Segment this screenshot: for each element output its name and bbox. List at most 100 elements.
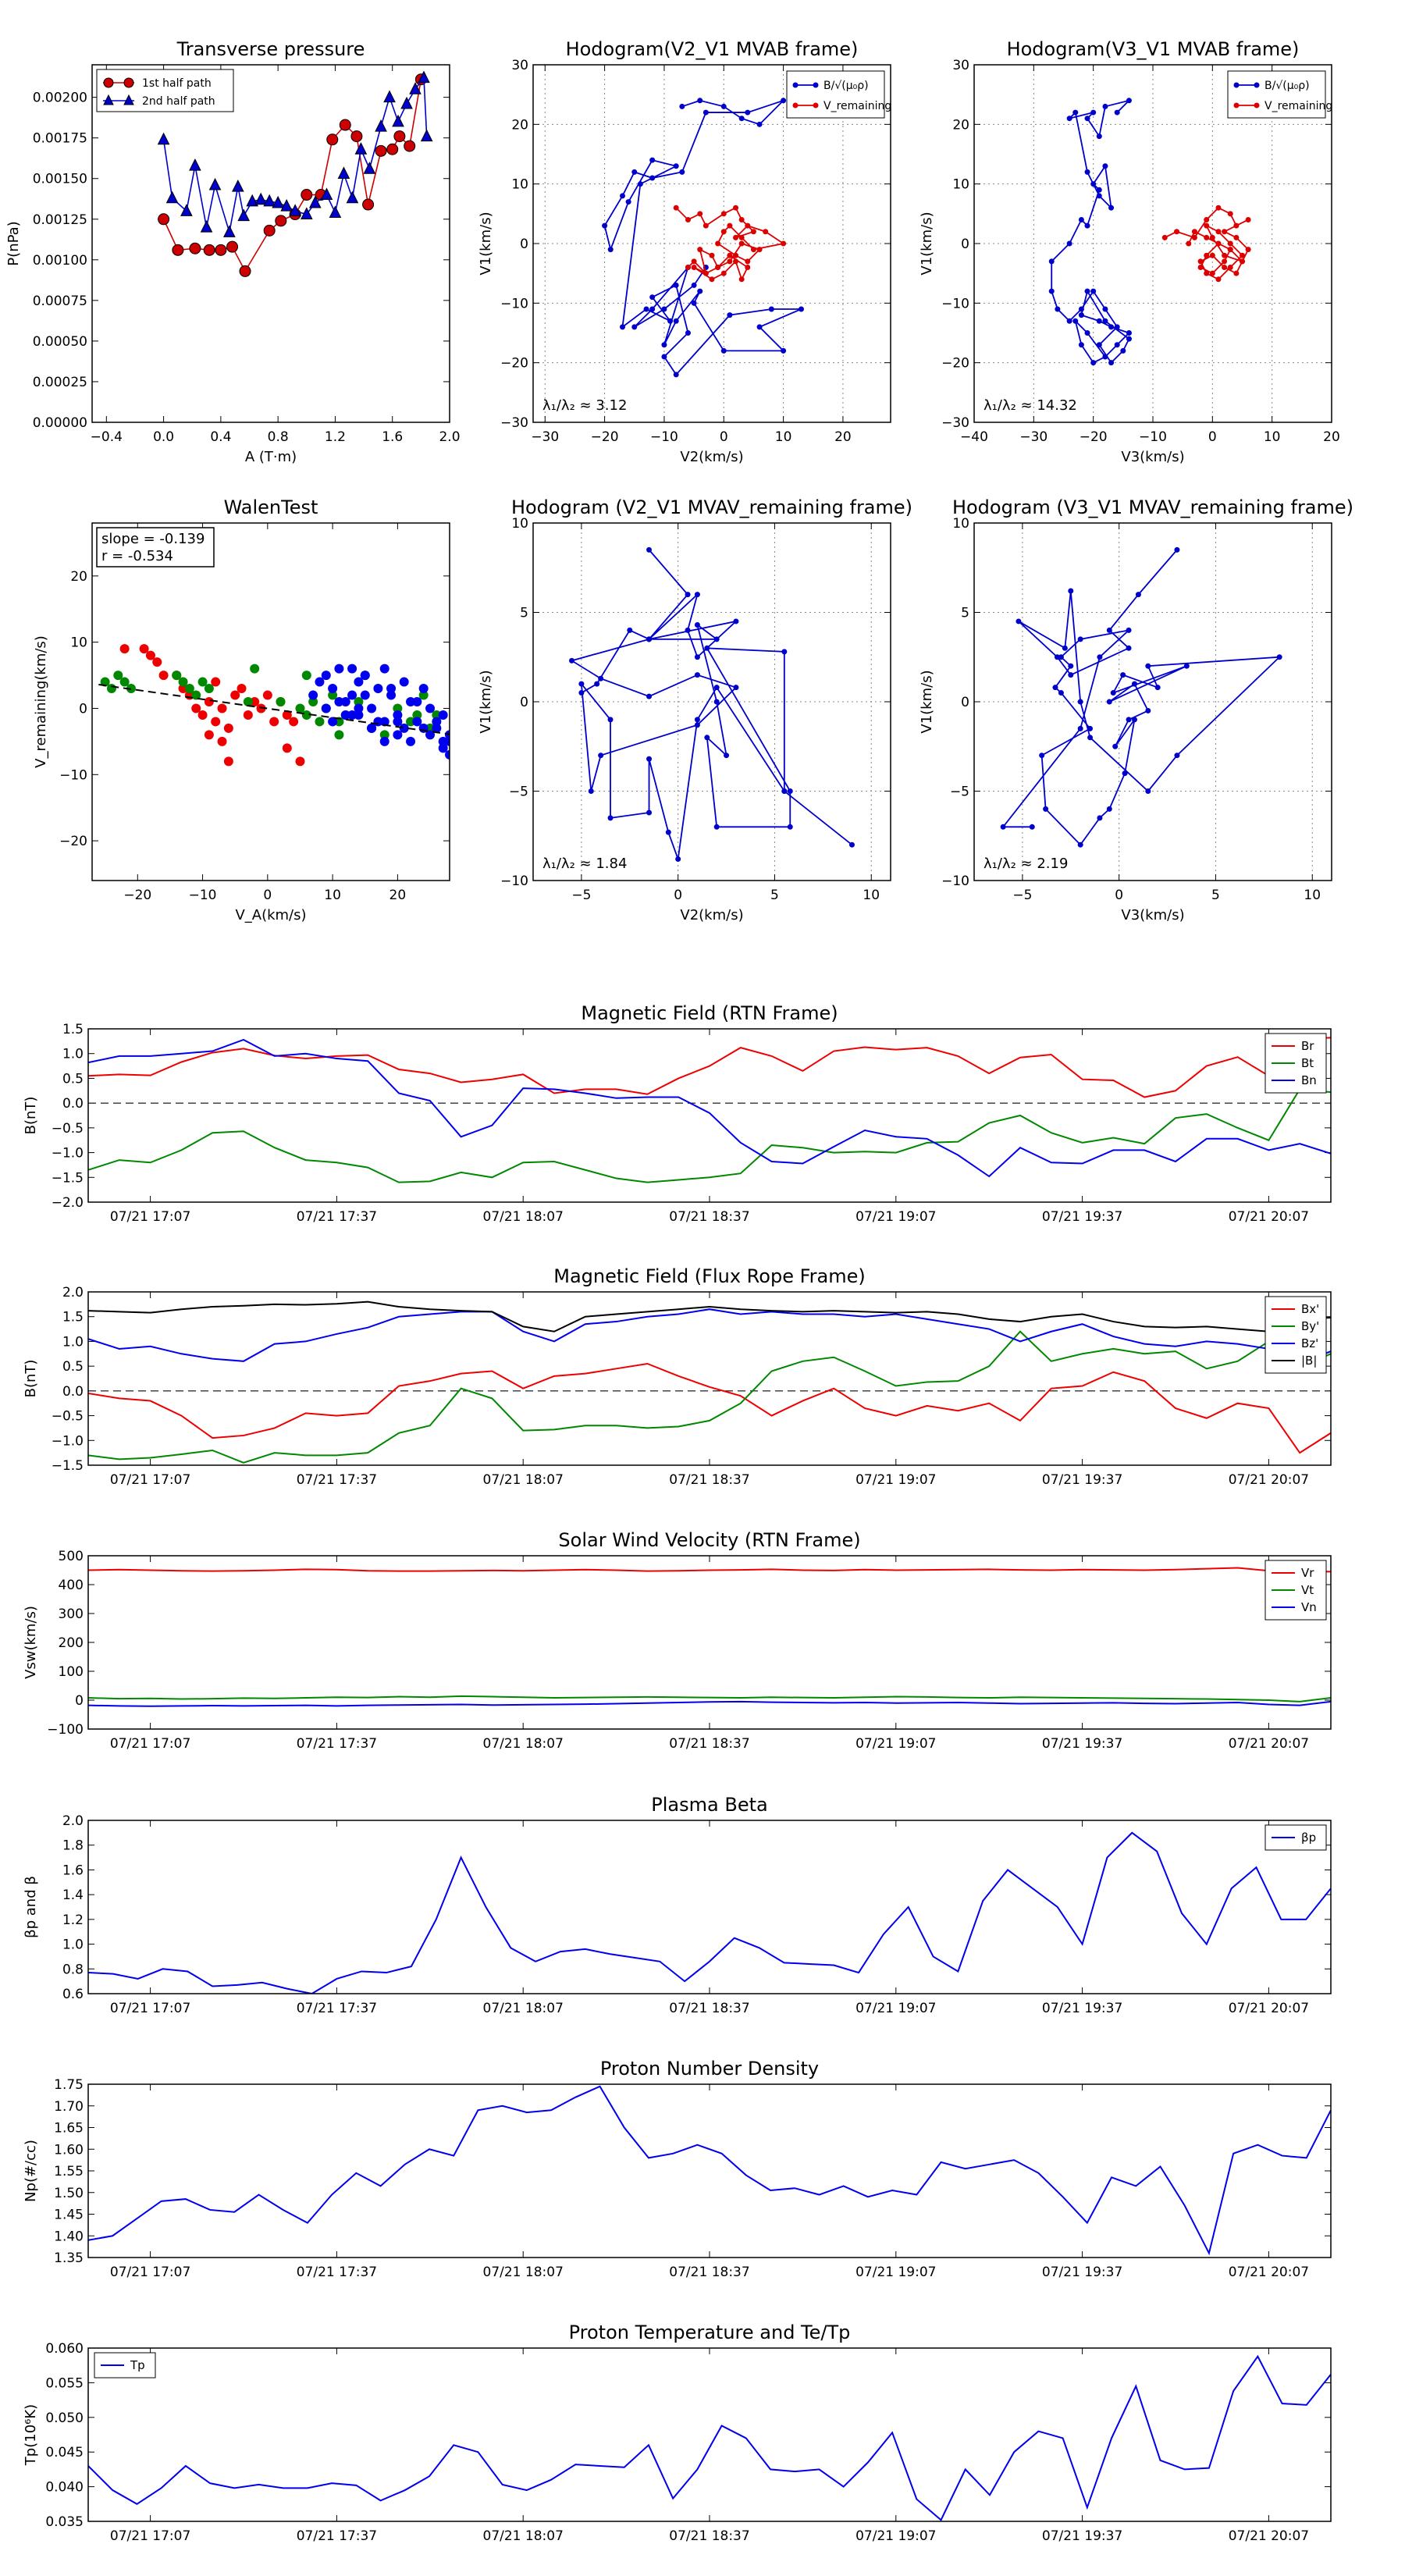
data-point <box>733 685 739 691</box>
data-point <box>1126 336 1132 342</box>
data-point <box>661 306 667 312</box>
x-tick-label: 07/21 18:07 <box>483 2528 564 2544</box>
data-point <box>738 276 745 283</box>
y-tick-label: −5 <box>950 785 969 800</box>
data-point <box>1090 288 1097 294</box>
x-tick-label: 07/21 17:07 <box>110 1472 190 1488</box>
data-point <box>1077 841 1083 848</box>
data-point <box>393 730 403 740</box>
data-point <box>1114 109 1120 116</box>
y-tick-label: 0.00075 <box>33 294 87 309</box>
y-tick-label: 0.00100 <box>33 253 87 269</box>
panel-title: Hodogram (V3_V1 MVAV_remaining frame) <box>952 496 1353 518</box>
x-tick-label: 07/21 17:07 <box>110 1209 190 1225</box>
y-tick-label: 1.8 <box>62 1838 84 1854</box>
y-tick-label: 400 <box>59 1578 84 1593</box>
data-point <box>715 240 721 247</box>
data-point <box>704 645 710 651</box>
data-point <box>418 690 429 700</box>
data-point <box>1191 234 1197 240</box>
data-point <box>1087 735 1094 741</box>
data-point <box>1233 222 1240 229</box>
y-tick-label: −10 <box>941 873 969 889</box>
plot-frame <box>87 2083 1332 2258</box>
data-point <box>119 677 130 687</box>
x-tick-label: 20 <box>389 888 407 903</box>
series-line <box>1051 99 1132 365</box>
y-tick-label: 100 <box>59 1664 84 1680</box>
data-point <box>1227 265 1233 271</box>
data-point <box>1114 324 1120 330</box>
y-tick-label: 1.6 <box>62 1863 84 1878</box>
data-point <box>383 90 396 103</box>
data-point <box>197 677 208 687</box>
data-point <box>720 347 727 354</box>
y-tick-label: −10 <box>59 767 87 783</box>
legend-label: Bx' <box>1301 1302 1319 1316</box>
x-tick-label: −5 <box>571 888 591 903</box>
data-point <box>392 114 404 127</box>
data-point <box>1145 663 1151 669</box>
data-point <box>1106 627 1112 633</box>
data-point <box>1114 342 1120 348</box>
data-point <box>379 730 389 740</box>
x-tick-label: 07/21 19:37 <box>1042 2001 1122 2016</box>
data-point <box>1204 222 1210 229</box>
data-point <box>1084 288 1090 294</box>
data-point <box>727 222 733 229</box>
data-point <box>738 240 745 247</box>
data-point <box>661 354 667 360</box>
series-line <box>1001 549 1282 846</box>
data-point <box>119 644 130 654</box>
data-point <box>354 703 364 713</box>
data-point <box>750 247 756 253</box>
x-tick-label: 07/21 17:07 <box>110 2528 190 2544</box>
data-point <box>375 119 387 132</box>
x-axis-label: V_A(km/s) <box>235 907 306 923</box>
data-point <box>627 627 633 633</box>
series-line <box>88 1308 1331 1365</box>
data-point <box>569 657 575 664</box>
data-point <box>189 242 201 254</box>
panel-b_rtn: Magnetic Field (RTN Frame) −2.0 −1.5 −1.0 −0… <box>23 1002 1332 1225</box>
data-point <box>607 815 614 821</box>
series-line <box>88 1831 1331 1994</box>
eigenvalue-ratio: λ₁/λ₂ ≈ 3.12 <box>542 397 627 414</box>
data-point <box>1102 163 1108 169</box>
data-point <box>620 193 625 199</box>
data-point <box>354 142 368 155</box>
data-point <box>328 717 338 727</box>
data-point <box>191 703 201 713</box>
data-point <box>1233 234 1240 240</box>
data-point <box>1096 342 1102 348</box>
data-point <box>139 644 149 654</box>
data-point <box>694 717 700 723</box>
data-point <box>1276 654 1282 660</box>
y-tick-label: 1.0 <box>62 1937 84 1953</box>
data-point <box>308 690 318 700</box>
data-point <box>1096 187 1102 193</box>
y-axis-label: V1(km/s) <box>919 212 935 275</box>
series-line <box>88 1300 1331 1332</box>
data-point <box>1084 116 1090 122</box>
data-point <box>745 222 751 229</box>
data-point <box>1072 318 1079 324</box>
eigenvalue-ratio: λ₁/λ₂ ≈ 1.84 <box>542 856 627 872</box>
data-point <box>702 270 709 276</box>
data-group <box>88 2085 1331 2256</box>
data-point <box>189 158 201 171</box>
data-point <box>1106 699 1112 705</box>
data-point <box>1112 743 1119 749</box>
data-point <box>295 756 305 767</box>
data-point <box>727 258 733 265</box>
data-point <box>781 98 787 104</box>
data-point <box>418 70 430 84</box>
data-point <box>1078 306 1084 312</box>
plot-frame <box>973 522 1332 881</box>
data-point <box>393 703 403 713</box>
y-tick-label: −0.5 <box>52 1409 84 1425</box>
data-point <box>588 788 594 794</box>
legend-label: B/√(μ₀ρ) <box>823 80 869 92</box>
y-tick-label: −5 <box>509 785 528 800</box>
x-tick-label: 07/21 17:37 <box>297 1209 377 1225</box>
